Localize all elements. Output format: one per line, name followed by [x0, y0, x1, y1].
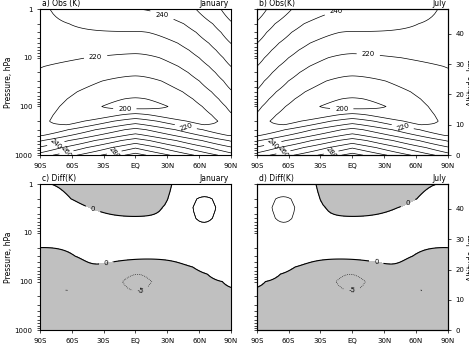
Text: d) Diff(K): d) Diff(K)	[259, 174, 294, 183]
Text: 240: 240	[49, 137, 63, 150]
Text: 260: 260	[277, 145, 290, 160]
Y-axis label: Altitude, km: Altitude, km	[467, 59, 469, 106]
Text: b) Obs(K): b) Obs(K)	[259, 0, 295, 8]
Y-axis label: Pressure, hPa: Pressure, hPa	[4, 232, 13, 283]
Text: 220: 220	[395, 122, 410, 132]
Text: July: July	[432, 0, 446, 8]
Text: 240: 240	[266, 137, 280, 150]
Text: 0: 0	[104, 260, 109, 266]
Text: -5: -5	[137, 287, 145, 294]
Text: 0: 0	[374, 259, 378, 265]
Text: 280: 280	[108, 146, 121, 160]
Text: 0: 0	[91, 206, 95, 212]
Text: 220: 220	[362, 52, 375, 57]
Text: 200: 200	[335, 106, 348, 112]
Text: c) Diff(K): c) Diff(K)	[42, 174, 76, 183]
Text: 200: 200	[118, 106, 131, 112]
Text: 0: 0	[406, 200, 410, 206]
Text: 240: 240	[155, 12, 168, 17]
Text: 220: 220	[179, 122, 193, 132]
Text: 240: 240	[330, 8, 343, 14]
Text: January: January	[200, 174, 229, 183]
Y-axis label: Pressure, hPa: Pressure, hPa	[4, 56, 13, 108]
Text: 260: 260	[60, 145, 73, 160]
Text: January: January	[200, 0, 229, 8]
Y-axis label: Altitude, km: Altitude, km	[467, 234, 469, 281]
Text: 280: 280	[325, 146, 338, 160]
Text: -5: -5	[349, 287, 356, 294]
Text: July: July	[432, 174, 446, 183]
Text: a) Obs (K): a) Obs (K)	[42, 0, 80, 8]
Text: 220: 220	[89, 54, 102, 60]
